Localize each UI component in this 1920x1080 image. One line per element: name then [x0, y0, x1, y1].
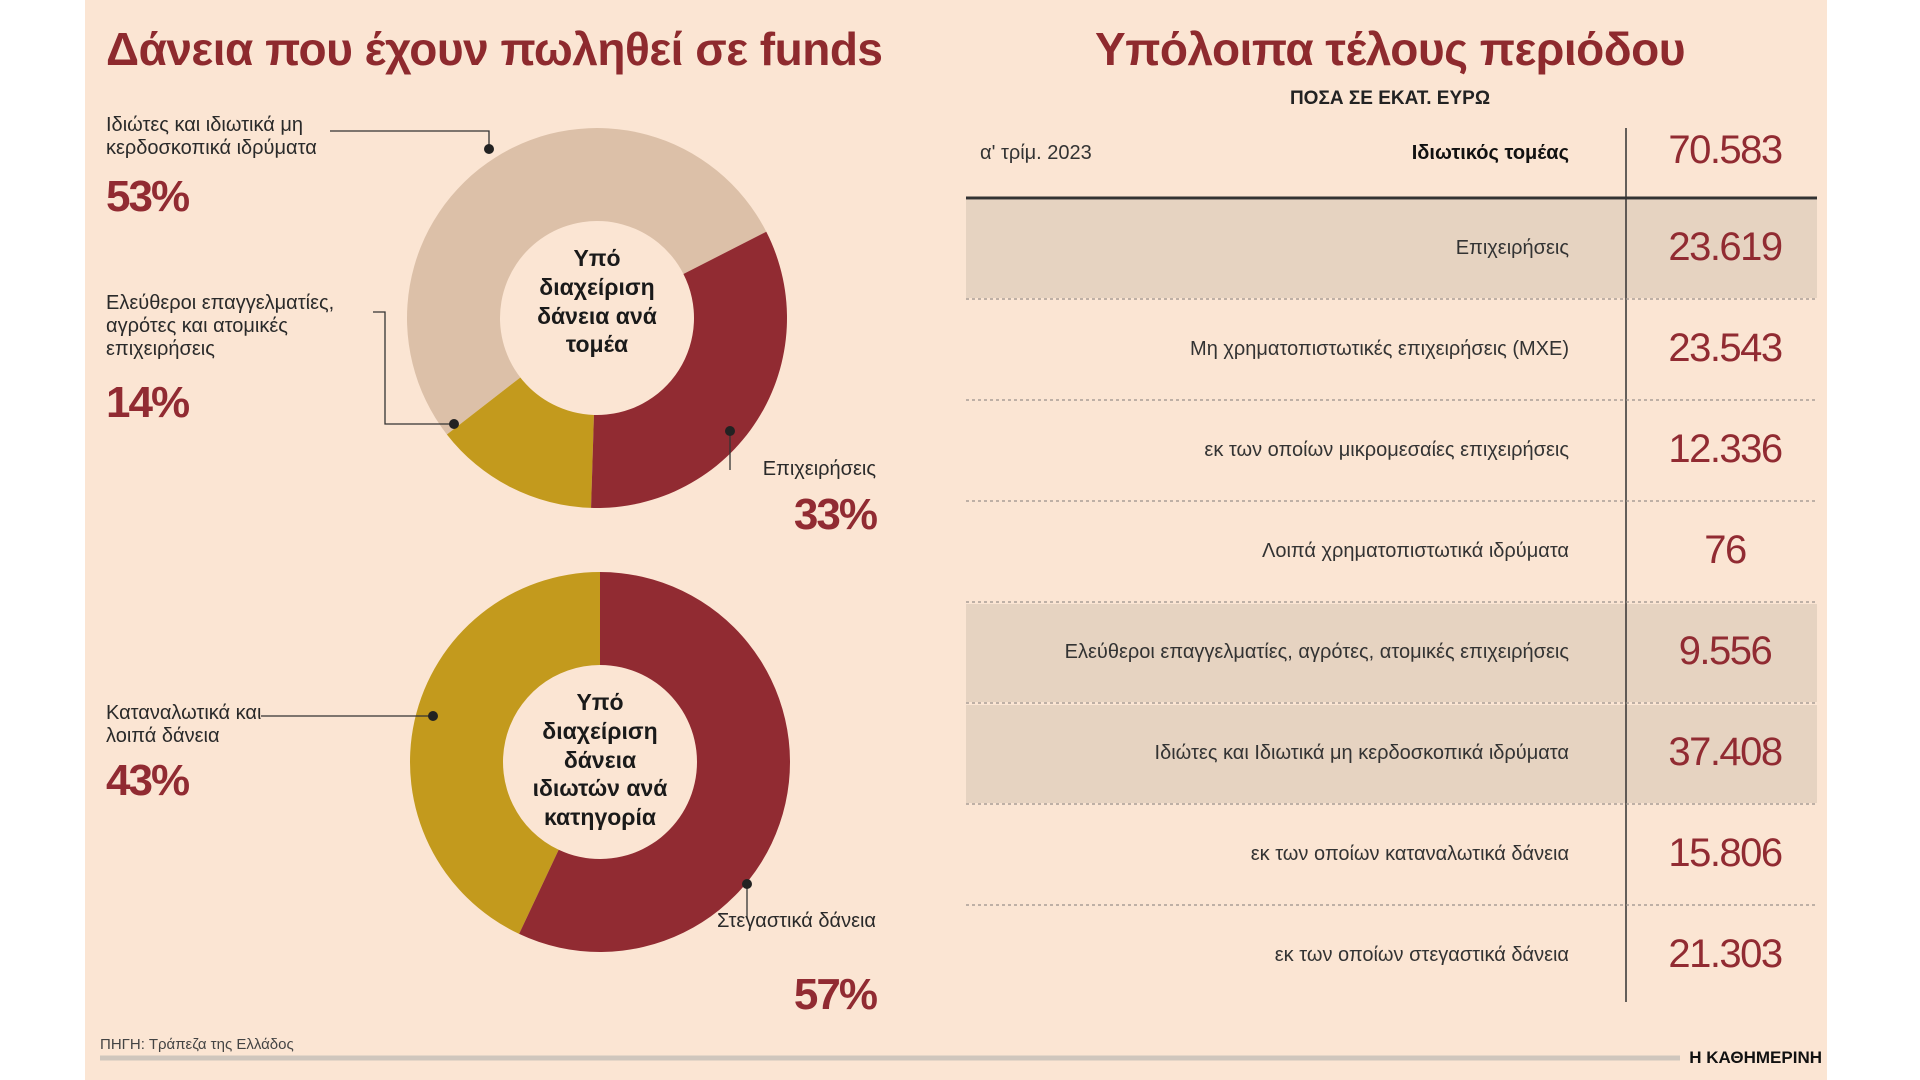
donut-center-title: Υπό διαχείριση δάνεια ανά τομέα [537, 245, 657, 358]
percent-label: 57% [793, 970, 878, 1019]
table-period: α' τρίμ. 2023 [980, 142, 1092, 164]
row-value: 15.806 [1668, 830, 1783, 875]
row-highlight [966, 604, 1817, 702]
table-title: Υπόλοιπα τέλους περιόδου [1095, 23, 1685, 75]
row-highlight [966, 200, 1817, 298]
row-label: εκ των οποίων καταναλωτικά δάνεια [1250, 842, 1569, 865]
donut-slice [591, 231, 787, 508]
leader-dot [428, 711, 438, 721]
source: ΠΗΓΗ: Τράπεζα της Ελλάδος [100, 1036, 294, 1053]
percent-label: 53% [106, 172, 190, 221]
leader-dot [484, 144, 494, 154]
row-label: Ελεύθεροι επαγγελματίες, αγρότες, ατομικ… [1064, 640, 1569, 663]
percent-label: 14% [106, 378, 190, 427]
row-value: 76 [1704, 527, 1747, 572]
leader-line [373, 311, 454, 425]
table-header-label: Ιδιωτικός τομέας [1411, 142, 1569, 164]
category-label: Στεγαστικά δάνεια [717, 910, 876, 932]
leader-line [330, 130, 490, 149]
row-value: 23.619 [1668, 224, 1783, 269]
category-label: Ελεύθεροι επαγγελματίες, αγρότες και ατο… [106, 292, 335, 360]
percent-label: 43% [106, 756, 190, 805]
leader-dot [742, 879, 752, 889]
row-label: Επιχειρήσεις [1455, 236, 1569, 259]
brand: Η ΚΑΘΗΜΕΡΙΝΗ [1689, 1048, 1822, 1067]
table-header-value: 70.583 [1668, 128, 1783, 172]
row-value: 12.336 [1668, 426, 1783, 471]
row-label: εκ των οποίων στεγαστικά δάνεια [1274, 943, 1569, 966]
row-label: Ιδιώτες και Ιδιωτικά μη κερδοσκοπικά ιδρ… [1154, 741, 1569, 764]
category-label: Επιχειρήσεις [762, 458, 876, 480]
row-value: 9.556 [1678, 628, 1773, 673]
leader-dot [449, 419, 459, 429]
background [85, 0, 1827, 1080]
row-label: Μη χρηματοπιστωτικές επιχειρήσεις (ΜΧΕ) [1190, 337, 1569, 360]
left-title: Δάνεια που έχουν πωληθεί σε funds [106, 23, 883, 75]
donut-slice [446, 377, 594, 508]
row-value: 37.408 [1668, 729, 1783, 774]
donut-slice [519, 572, 791, 953]
row-label: Λοιπά χρηματοπιστωτικά ιδρύματα [1261, 539, 1569, 562]
row-highlight [966, 705, 1817, 803]
row-label: εκ των οποίων μικρομεσαίες επιχειρήσεις [1204, 438, 1569, 461]
donut-slice [407, 128, 767, 435]
percent-label: 33% [793, 490, 878, 539]
donut-slice [410, 572, 600, 934]
donut-center-title: Υπό διαχείριση δάνεια ιδιωτών ανά κατηγο… [532, 689, 668, 830]
table-subtitle: ΠΟΣΑ ΣΕ ΕΚΑΤ. ΕΥΡΩ [1289, 88, 1491, 109]
row-value: 23.543 [1668, 325, 1783, 370]
leader-dot [725, 426, 735, 436]
category-label: Ιδιώτες και ιδιωτικά μη κερδοσκοπικά ιδρ… [106, 114, 317, 159]
row-value: 21.303 [1668, 931, 1783, 976]
category-label: Καταναλωτικά και λοιπά δάνεια [106, 702, 262, 747]
